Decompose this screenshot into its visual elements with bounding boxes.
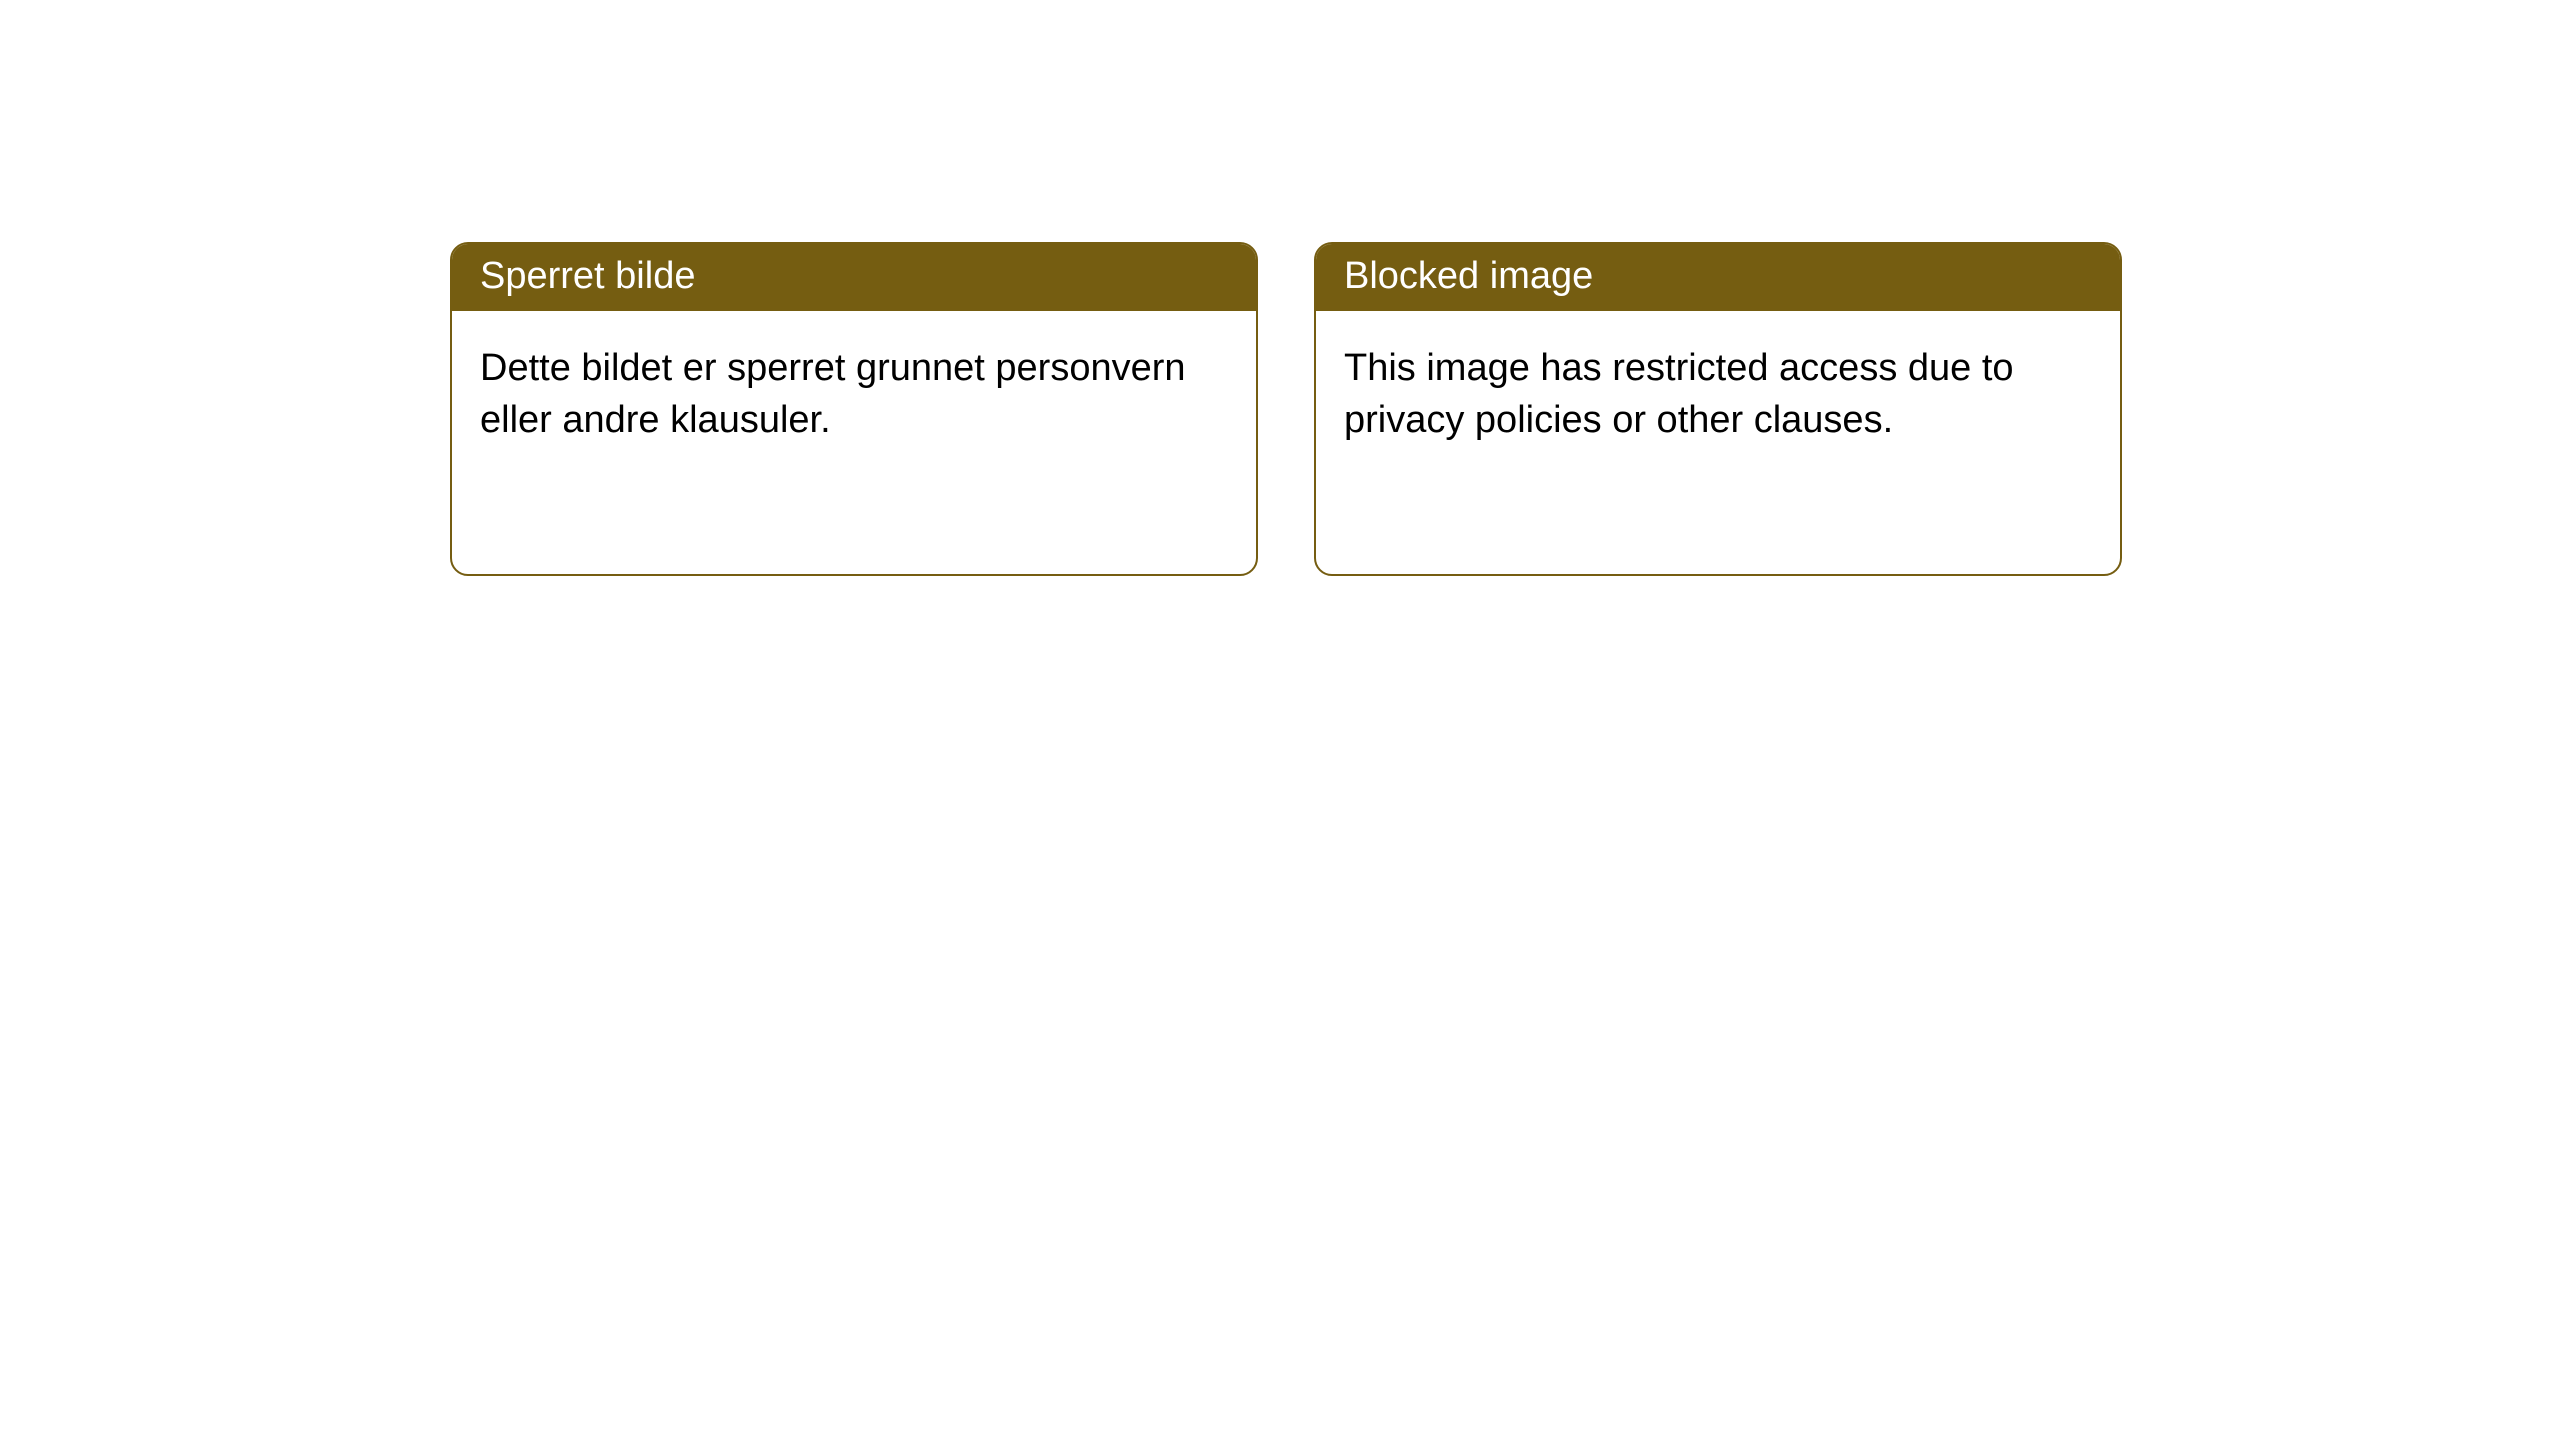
notice-card-english: Blocked image This image has restricted … xyxy=(1314,242,2122,576)
card-body: Dette bildet er sperret grunnet personve… xyxy=(452,311,1256,478)
notice-container: Sperret bilde Dette bildet er sperret gr… xyxy=(0,0,2560,576)
card-title: Sperret bilde xyxy=(480,255,695,297)
card-body-text: This image has restricted access due to … xyxy=(1344,347,2014,440)
notice-card-norwegian: Sperret bilde Dette bildet er sperret gr… xyxy=(450,242,1258,576)
card-header: Sperret bilde xyxy=(452,244,1256,311)
card-header: Blocked image xyxy=(1316,244,2120,311)
card-title: Blocked image xyxy=(1344,255,1593,297)
card-body-text: Dette bildet er sperret grunnet personve… xyxy=(480,347,1186,440)
card-body: This image has restricted access due to … xyxy=(1316,311,2120,478)
